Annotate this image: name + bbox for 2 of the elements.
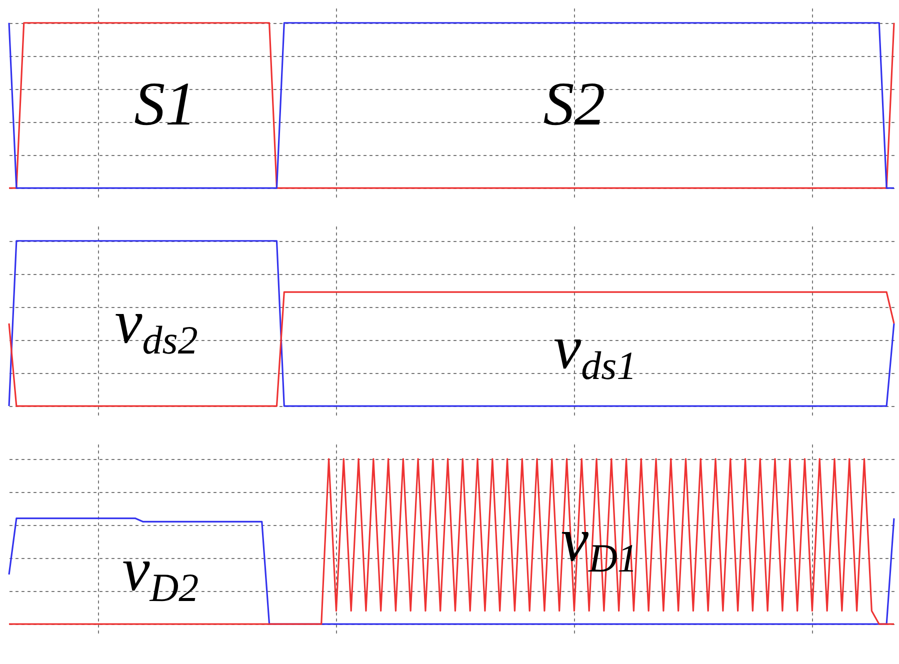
- series-label: S2: [543, 70, 606, 138]
- series-label: S1: [134, 70, 196, 138]
